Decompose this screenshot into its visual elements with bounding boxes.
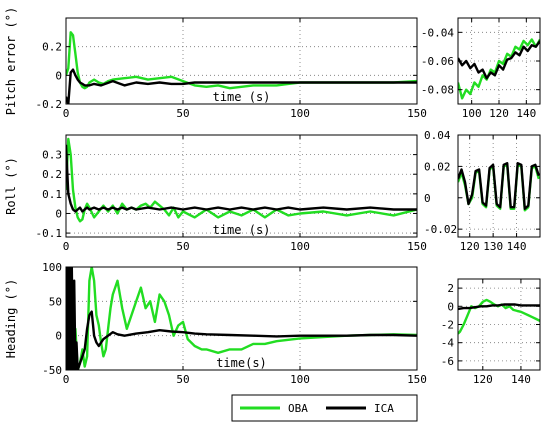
- x-tick-label: 120: [489, 107, 509, 120]
- y-tick-label: -0.06: [421, 55, 454, 68]
- y-tick-label: 2: [447, 282, 454, 295]
- y-axis-label: Heading (°): [4, 279, 18, 358]
- axes-frame: [65, 266, 418, 371]
- axes-frame: [457, 134, 541, 238]
- y-tick-label: 0.2: [42, 168, 62, 181]
- series-line-ica: [66, 68, 417, 104]
- legend-label-oba: OBA: [288, 402, 308, 415]
- x-tick-label: 0: [63, 240, 70, 253]
- y-tick-label: 0: [424, 192, 431, 205]
- x-tick-label: 140: [507, 240, 527, 253]
- axes-frame: [65, 17, 418, 105]
- x-tick-label: 100: [290, 107, 310, 120]
- x-tick-label: 0: [63, 373, 70, 386]
- x-tick-label: 140: [516, 107, 536, 120]
- y-tick-label: -50: [42, 364, 62, 377]
- x-axis-label: time (s): [213, 90, 271, 104]
- y-tick-label: 0: [447, 300, 454, 313]
- x-tick-label: 100: [462, 107, 482, 120]
- y-tick-label: 50: [49, 295, 62, 308]
- x-tick-label: 100: [290, 373, 310, 386]
- y-tick-label: 0: [55, 330, 62, 343]
- series-line-oba: [66, 31, 417, 90]
- y-tick-label: -0.2: [36, 98, 63, 111]
- y-tick-label: 0: [55, 207, 62, 220]
- x-tick-label: 120: [473, 373, 493, 386]
- y-tick-label: -0.04: [421, 26, 454, 39]
- x-axis-label: time(s): [216, 356, 267, 370]
- x-tick-label: 150: [407, 373, 427, 386]
- series-line-ica: [66, 267, 417, 370]
- chart-heading-zoom: 120 140 2 0 -2 -4 -6: [441, 278, 541, 386]
- y-tick-label: -4: [441, 337, 455, 350]
- x-tick-label: 150: [407, 107, 427, 120]
- series-line-ica: [458, 40, 540, 80]
- series-line-oba: [458, 38, 540, 100]
- axes-frame: [65, 134, 418, 238]
- legend-label-ica: ICA: [374, 402, 394, 415]
- legend: OBA ICA: [231, 394, 418, 422]
- x-axis-label: time (s): [213, 223, 271, 237]
- y-tick-label: -6: [441, 355, 454, 368]
- x-tick-label: 130: [483, 240, 503, 253]
- chart-roll-zoom: 120 130 140 0.04 0.02 0 -0.02: [424, 129, 541, 253]
- x-tick-label: 0: [63, 107, 70, 120]
- x-tick-label: 120: [460, 240, 480, 253]
- chart-pitch-zoom: 100 120 140 -0.04 -0.06 -0.08: [421, 17, 541, 120]
- x-tick-label: 50: [176, 240, 189, 253]
- series-line-oba: [66, 137, 417, 223]
- y-tick-label: -0.1: [36, 227, 63, 240]
- series-line-ica: [66, 144, 417, 213]
- y-tick-label: 100: [42, 261, 62, 274]
- y-tick-label: -2: [441, 319, 454, 332]
- x-tick-label: 100: [290, 240, 310, 253]
- x-tick-label: 50: [176, 373, 189, 386]
- y-axis-label: Pitch error (°): [4, 7, 18, 115]
- series-line-oba: [66, 267, 417, 370]
- y-tick-label: -0.02: [424, 223, 457, 236]
- series-line-ica: [458, 303, 540, 311]
- y-axis-label: Roll (°): [4, 157, 18, 215]
- y-tick-label: 0.1: [42, 188, 62, 201]
- y-tick-label: 0: [55, 69, 62, 82]
- y-tick-label: 0.2: [42, 41, 62, 54]
- y-tick-label: -0.08: [421, 84, 454, 97]
- y-tick-label: 0.3: [42, 149, 62, 162]
- y-tick-label: 0.02: [424, 160, 451, 173]
- y-tick-label: 0.04: [424, 129, 451, 142]
- x-tick-label: 140: [511, 373, 531, 386]
- x-tick-label: 50: [176, 107, 189, 120]
- series-line-oba: [458, 163, 540, 212]
- x-tick-label: 150: [407, 240, 427, 253]
- series-line-ica: [458, 161, 540, 211]
